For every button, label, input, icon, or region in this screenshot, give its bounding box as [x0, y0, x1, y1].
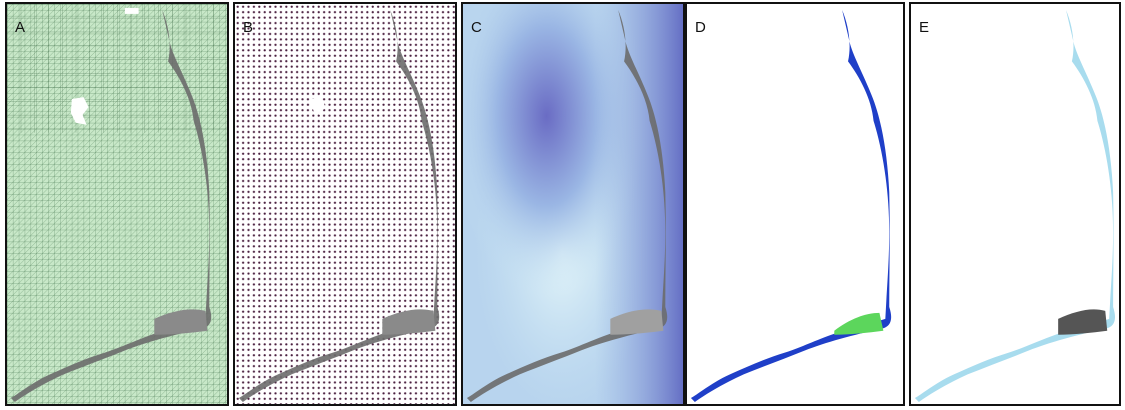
mesh-gap: [124, 7, 139, 14]
node-map: [235, 4, 455, 404]
mesh-map: [7, 4, 227, 404]
island-hole: [309, 97, 326, 115]
node-points: [235, 4, 455, 404]
coarse-mesh-region: [7, 4, 227, 133]
panel-e-landcover: E: [909, 2, 1121, 406]
dune-region: [1058, 309, 1108, 335]
spit-detail: [382, 309, 436, 335]
panel-c-bathymetry: C: [461, 2, 685, 406]
class-2-region: [834, 312, 884, 335]
panel-b-nodes: B: [233, 2, 457, 406]
deep-edge: [463, 4, 683, 404]
panel-a-mesh: A: [5, 2, 229, 406]
bathymetry-map: [463, 4, 683, 404]
classified-map: [687, 4, 903, 404]
spit-detail: [610, 309, 664, 335]
panel-d-classified: D: [685, 2, 905, 406]
spit-detail: [154, 309, 208, 335]
island-hole: [70, 97, 89, 125]
landcover-map: [911, 4, 1119, 404]
panel-label: D: [695, 19, 706, 36]
panel-label: E: [919, 19, 930, 36]
panel-label: B: [243, 19, 254, 36]
panel-label: C: [471, 19, 482, 36]
panel-label: A: [15, 19, 26, 36]
